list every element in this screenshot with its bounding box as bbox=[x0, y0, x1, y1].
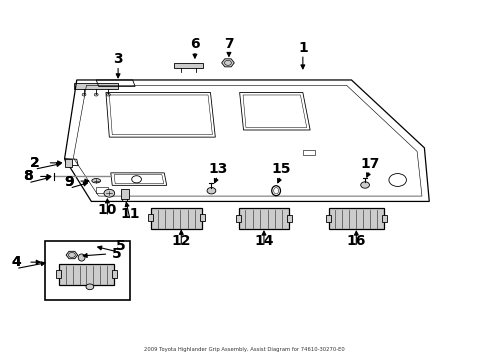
Text: 9: 9 bbox=[64, 175, 74, 189]
Circle shape bbox=[360, 182, 369, 188]
Text: 8: 8 bbox=[23, 170, 33, 184]
FancyBboxPatch shape bbox=[174, 63, 203, 68]
FancyBboxPatch shape bbox=[235, 215, 240, 222]
Text: 2: 2 bbox=[29, 156, 39, 170]
FancyBboxPatch shape bbox=[112, 270, 117, 278]
Ellipse shape bbox=[92, 179, 101, 183]
Text: 17: 17 bbox=[360, 157, 379, 171]
Text: 1: 1 bbox=[297, 41, 307, 55]
Circle shape bbox=[104, 189, 115, 197]
Text: 9: 9 bbox=[64, 175, 74, 189]
Text: 5: 5 bbox=[112, 247, 122, 261]
Text: 12: 12 bbox=[171, 234, 191, 248]
Circle shape bbox=[94, 93, 98, 96]
FancyBboxPatch shape bbox=[151, 208, 201, 229]
Text: 11: 11 bbox=[120, 207, 140, 221]
Polygon shape bbox=[221, 59, 234, 67]
Text: 8: 8 bbox=[23, 170, 33, 184]
Circle shape bbox=[106, 93, 110, 96]
Text: 2: 2 bbox=[29, 156, 39, 170]
Text: 4: 4 bbox=[11, 255, 21, 269]
Text: 2009 Toyota Highlander Grip Assembly, Assist Diagram for 74610-30270-E0: 2009 Toyota Highlander Grip Assembly, As… bbox=[144, 347, 344, 352]
Text: 6: 6 bbox=[190, 37, 199, 51]
Text: 7: 7 bbox=[224, 37, 233, 51]
Text: 16: 16 bbox=[346, 234, 366, 248]
FancyBboxPatch shape bbox=[59, 264, 114, 285]
Polygon shape bbox=[66, 251, 78, 259]
Circle shape bbox=[86, 284, 94, 290]
FancyBboxPatch shape bbox=[381, 215, 386, 222]
FancyBboxPatch shape bbox=[56, 270, 61, 278]
Text: 14: 14 bbox=[254, 234, 273, 248]
FancyBboxPatch shape bbox=[74, 83, 118, 89]
FancyBboxPatch shape bbox=[148, 214, 153, 221]
Text: 3: 3 bbox=[113, 52, 122, 66]
Text: 13: 13 bbox=[208, 162, 227, 176]
Text: 5: 5 bbox=[115, 239, 125, 253]
Text: 10: 10 bbox=[98, 203, 117, 217]
Bar bbox=[45, 241, 130, 300]
Text: 15: 15 bbox=[271, 162, 290, 176]
Circle shape bbox=[206, 188, 215, 194]
FancyBboxPatch shape bbox=[325, 215, 330, 222]
FancyBboxPatch shape bbox=[287, 215, 291, 222]
Ellipse shape bbox=[78, 254, 85, 261]
Text: 4: 4 bbox=[11, 255, 21, 269]
FancyBboxPatch shape bbox=[64, 158, 72, 167]
Circle shape bbox=[82, 93, 86, 96]
FancyBboxPatch shape bbox=[328, 208, 383, 229]
FancyBboxPatch shape bbox=[120, 189, 129, 199]
FancyBboxPatch shape bbox=[200, 214, 204, 221]
FancyBboxPatch shape bbox=[238, 208, 288, 229]
